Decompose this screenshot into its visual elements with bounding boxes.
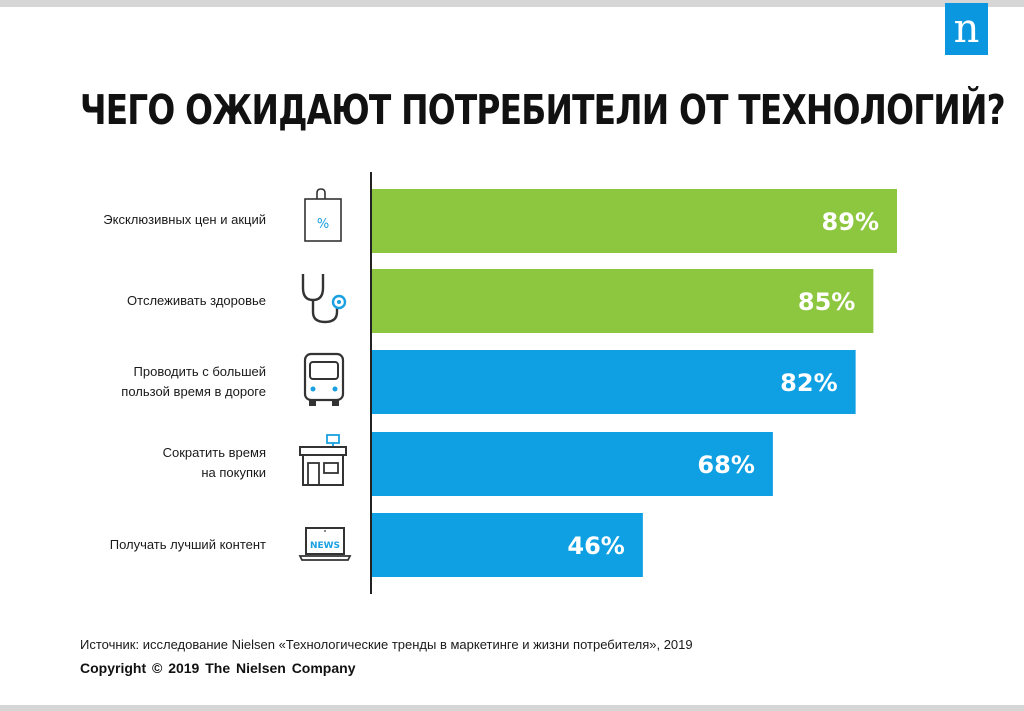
category-label-line: Получать лучший контент — [109, 537, 266, 552]
source-note: Источник: исследование Nielsen «Технолог… — [80, 637, 693, 652]
svg-text:%: % — [317, 217, 329, 232]
category-label-line: Отслеживать здоровье — [127, 293, 266, 308]
category-label-line: Проводить с большей — [133, 364, 266, 379]
svg-text:NEWS: NEWS — [310, 541, 340, 551]
category-label-line: пользой время в дороге — [121, 384, 266, 399]
bar — [372, 513, 643, 577]
bar — [372, 432, 773, 496]
bar-value-label: 68% — [697, 451, 754, 479]
bar — [372, 269, 874, 333]
bottom-strip — [0, 705, 1024, 711]
top-strip — [0, 0, 1024, 7]
category-label-line: на покупки — [201, 465, 266, 480]
category-label-line: Эксклюзивных цен и акций — [103, 212, 266, 227]
shopping-bag-percent-icon: % — [304, 188, 342, 242]
bar — [372, 350, 856, 414]
bar — [372, 189, 897, 253]
nielsen-logo-letter: n — [953, 6, 980, 52]
nielsen-logo: n — [945, 3, 988, 55]
category-label: Получать лучший контент — [46, 535, 266, 555]
bar-value-label: 82% — [780, 369, 837, 397]
bar-value-label: 46% — [567, 532, 624, 560]
bus-icon — [303, 352, 345, 406]
bar-value-label: 89% — [822, 208, 879, 236]
news-laptop-icon: NEWS — [298, 527, 352, 561]
category-label: Эксклюзивных цен и акций — [46, 210, 266, 230]
category-label: Отслеживать здоровье — [46, 291, 266, 311]
copyright-note: Copyright © 2019 The Nielsen Company — [80, 660, 356, 676]
category-label: Проводить с большей пользой время в доро… — [46, 362, 266, 402]
category-label: Сократить время на покупки — [46, 443, 266, 483]
store-icon — [299, 434, 347, 486]
stethoscope-icon — [301, 274, 347, 324]
category-label-line: Сократить время — [162, 445, 266, 460]
bar-value-label: 85% — [798, 288, 855, 316]
